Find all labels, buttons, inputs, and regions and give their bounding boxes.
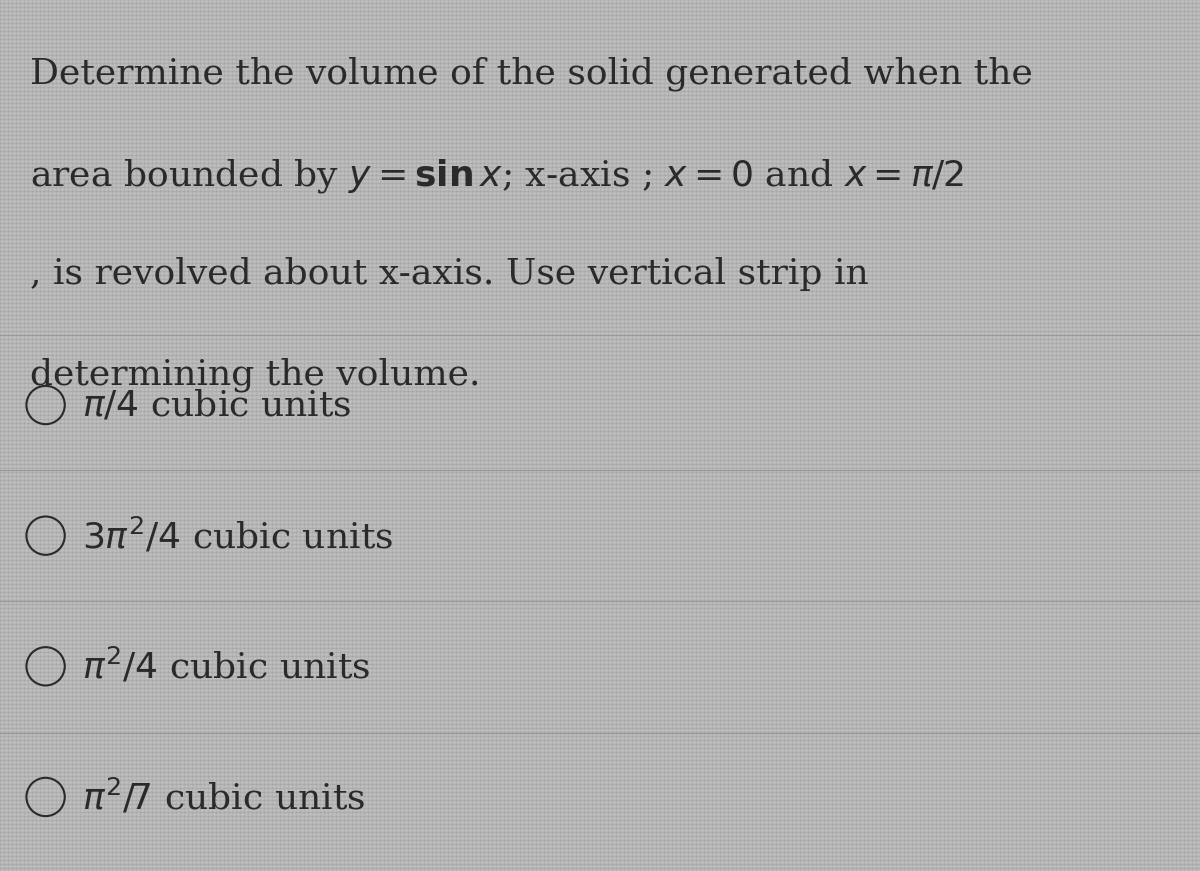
Text: $3\pi^2/4$ cubic units: $3\pi^2/4$ cubic units <box>82 516 392 556</box>
Text: area bounded by $y = \mathbf{sin}\,x$; x-axis ; $x = 0$ and $x = \pi/2$: area bounded by $y = \mathbf{sin}\,x$; x… <box>30 157 964 195</box>
Text: $\pi^2/7$ cubic units: $\pi^2/7$ cubic units <box>82 777 365 817</box>
Text: , is revolved about x-axis. Use vertical strip in: , is revolved about x-axis. Use vertical… <box>30 257 869 291</box>
Text: $\pi^2/4$ cubic units: $\pi^2/4$ cubic units <box>82 646 370 686</box>
Text: determining the volume.: determining the volume. <box>30 357 480 392</box>
Text: Determine the volume of the solid generated when the: Determine the volume of the solid genera… <box>30 57 1033 91</box>
Text: $\pi/4$ cubic units: $\pi/4$ cubic units <box>82 388 352 422</box>
